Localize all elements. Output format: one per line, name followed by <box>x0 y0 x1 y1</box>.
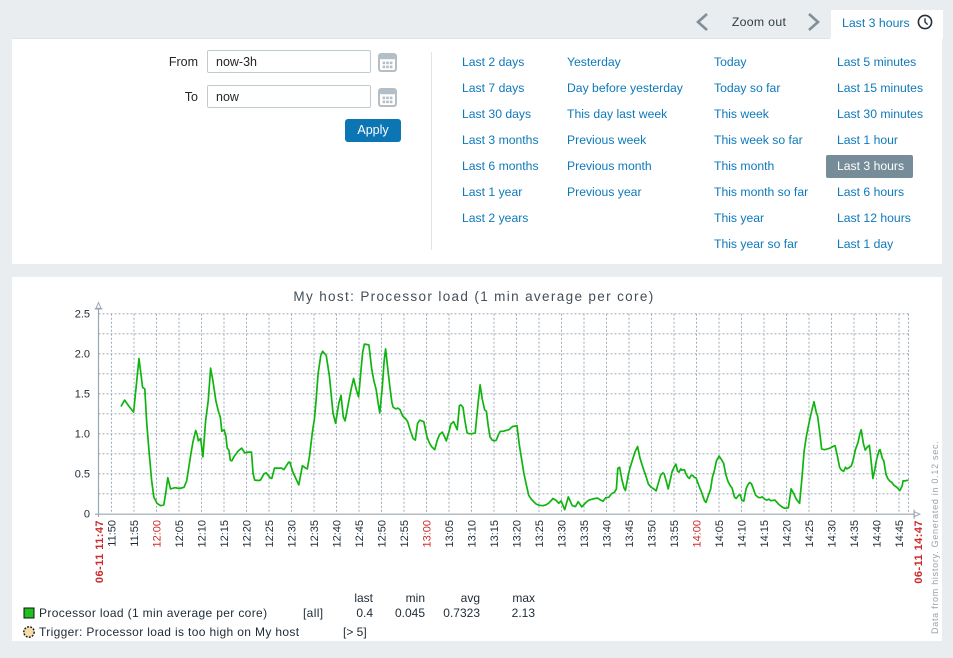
svg-text:2.13: 2.13 <box>512 606 536 620</box>
svg-text:min: min <box>406 591 425 605</box>
svg-text:12:05: 12:05 <box>174 520 186 548</box>
svg-text:14:05: 14:05 <box>714 520 726 548</box>
svg-text:0.045: 0.045 <box>395 606 425 620</box>
svg-text:avg: avg <box>461 591 480 605</box>
svg-text:13:10: 13:10 <box>467 520 479 548</box>
svg-text:13:55: 13:55 <box>669 520 681 548</box>
svg-text:14:10: 14:10 <box>737 520 749 548</box>
svg-text:0.5: 0.5 <box>75 469 90 481</box>
svg-text:12:25: 12:25 <box>264 520 276 548</box>
svg-text:13:00: 13:00 <box>422 520 434 548</box>
svg-text:12:55: 12:55 <box>399 520 411 548</box>
svg-text:12:30: 12:30 <box>287 520 299 548</box>
svg-text:[> 5]: [> 5] <box>343 625 367 639</box>
svg-text:0.4: 0.4 <box>356 606 373 620</box>
svg-text:12:50: 12:50 <box>377 520 389 548</box>
svg-text:06-11 14:47: 06-11 14:47 <box>913 520 925 584</box>
svg-text:12:35: 12:35 <box>309 520 321 548</box>
svg-text:14:45: 14:45 <box>894 520 906 548</box>
svg-text:12:40: 12:40 <box>332 520 344 548</box>
svg-text:13:15: 13:15 <box>489 520 501 548</box>
svg-text:13:05: 13:05 <box>444 520 456 548</box>
svg-text:My host: Processor load (1 min: My host: Processor load (1 min average p… <box>293 289 654 304</box>
svg-text:13:30: 13:30 <box>557 520 569 548</box>
svg-text:Trigger: Processor load is too: Trigger: Processor load is too high on M… <box>39 625 300 639</box>
svg-text:1.5: 1.5 <box>75 389 90 401</box>
svg-text:[all]: [all] <box>303 606 323 620</box>
svg-text:13:25: 13:25 <box>534 520 546 548</box>
svg-text:14:25: 14:25 <box>804 520 816 548</box>
svg-text:Data from history. Generated i: Data from history. Generated in 0.12 sec… <box>930 441 940 634</box>
svg-text:2.5: 2.5 <box>75 309 90 321</box>
svg-text:06-11 11:47: 06-11 11:47 <box>94 520 106 583</box>
svg-text:14:15: 14:15 <box>759 520 771 548</box>
svg-text:14:35: 14:35 <box>849 520 861 548</box>
svg-text:13:20: 13:20 <box>512 520 524 548</box>
svg-text:13:40: 13:40 <box>602 520 614 548</box>
svg-text:12:15: 12:15 <box>219 520 231 548</box>
svg-text:14:40: 14:40 <box>872 520 884 548</box>
svg-text:0: 0 <box>84 509 90 521</box>
svg-text:max: max <box>512 591 535 605</box>
svg-text:0.7323: 0.7323 <box>443 606 480 620</box>
svg-text:12:00: 12:00 <box>152 520 164 548</box>
svg-text:13:50: 13:50 <box>647 520 659 548</box>
svg-text:Processor load (1 min average: Processor load (1 min average per core) <box>39 606 267 620</box>
svg-text:12:20: 12:20 <box>242 520 254 548</box>
svg-text:14:30: 14:30 <box>827 520 839 548</box>
svg-text:13:45: 13:45 <box>624 520 636 548</box>
svg-text:12:10: 12:10 <box>197 520 209 548</box>
svg-text:2.0: 2.0 <box>75 349 90 361</box>
svg-text:14:00: 14:00 <box>692 520 704 548</box>
svg-text:last: last <box>354 591 373 605</box>
svg-text:11:50: 11:50 <box>107 520 119 547</box>
svg-text:13:35: 13:35 <box>579 520 591 548</box>
svg-text:1.0: 1.0 <box>75 429 90 441</box>
svg-text:11:55: 11:55 <box>129 520 141 547</box>
svg-text:14:20: 14:20 <box>782 520 794 548</box>
svg-text:12:45: 12:45 <box>354 520 366 548</box>
